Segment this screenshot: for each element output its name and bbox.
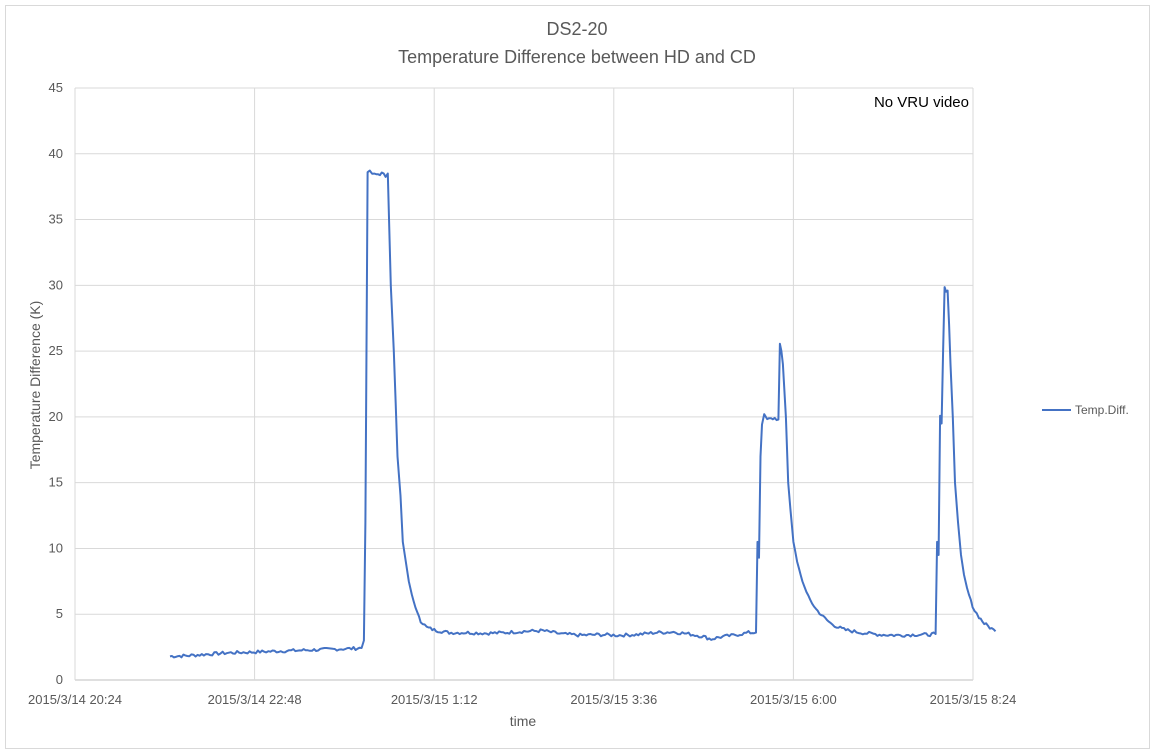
y-tick-label: 25 (49, 343, 63, 358)
x-tick-label: 2015/3/15 8:24 (930, 692, 1017, 707)
y-tick-label: 40 (49, 146, 63, 161)
chart-frame (5, 5, 1150, 749)
y-tick-label: 5 (56, 606, 63, 621)
x-tick-label: 2015/3/15 3:36 (570, 692, 657, 707)
y-tick-label: 35 (49, 212, 63, 227)
chart-title: DS2-20 (546, 19, 607, 39)
chart-subtitle: Temperature Difference between HD and CD (398, 47, 756, 67)
x-axis-ticks: 2015/3/14 20:24 2015/3/14 22:48 2015/3/15 … (28, 692, 1016, 707)
y-tick-label: 20 (49, 409, 63, 424)
x-tick-label: 2015/3/14 20:24 (28, 692, 122, 707)
series-line-temp-diff (169, 169, 997, 659)
gridlines (74, 87, 974, 681)
y-tick-label: 15 (49, 475, 63, 490)
y-axis-label: Temperature Difference (K) (27, 301, 43, 470)
y-tick-label: 10 (49, 540, 63, 555)
y-axis-ticks: 0 5 10 15 20 25 30 35 40 45 (49, 80, 63, 687)
series-layer (169, 169, 997, 659)
x-tick-label: 2015/3/15 1:12 (391, 692, 478, 707)
x-axis-label: time (510, 713, 537, 729)
y-tick-label: 0 (56, 672, 63, 687)
y-tick-label: 30 (49, 277, 63, 292)
legend-label: Temp.Diff. (1075, 403, 1129, 417)
annotation-text: No VRU video (874, 94, 969, 111)
legend: Temp.Diff. (1042, 403, 1129, 417)
x-tick-label: 2015/3/14 22:48 (208, 692, 302, 707)
x-tick-label: 2015/3/15 6:00 (750, 692, 837, 707)
y-tick-label: 45 (49, 80, 63, 95)
